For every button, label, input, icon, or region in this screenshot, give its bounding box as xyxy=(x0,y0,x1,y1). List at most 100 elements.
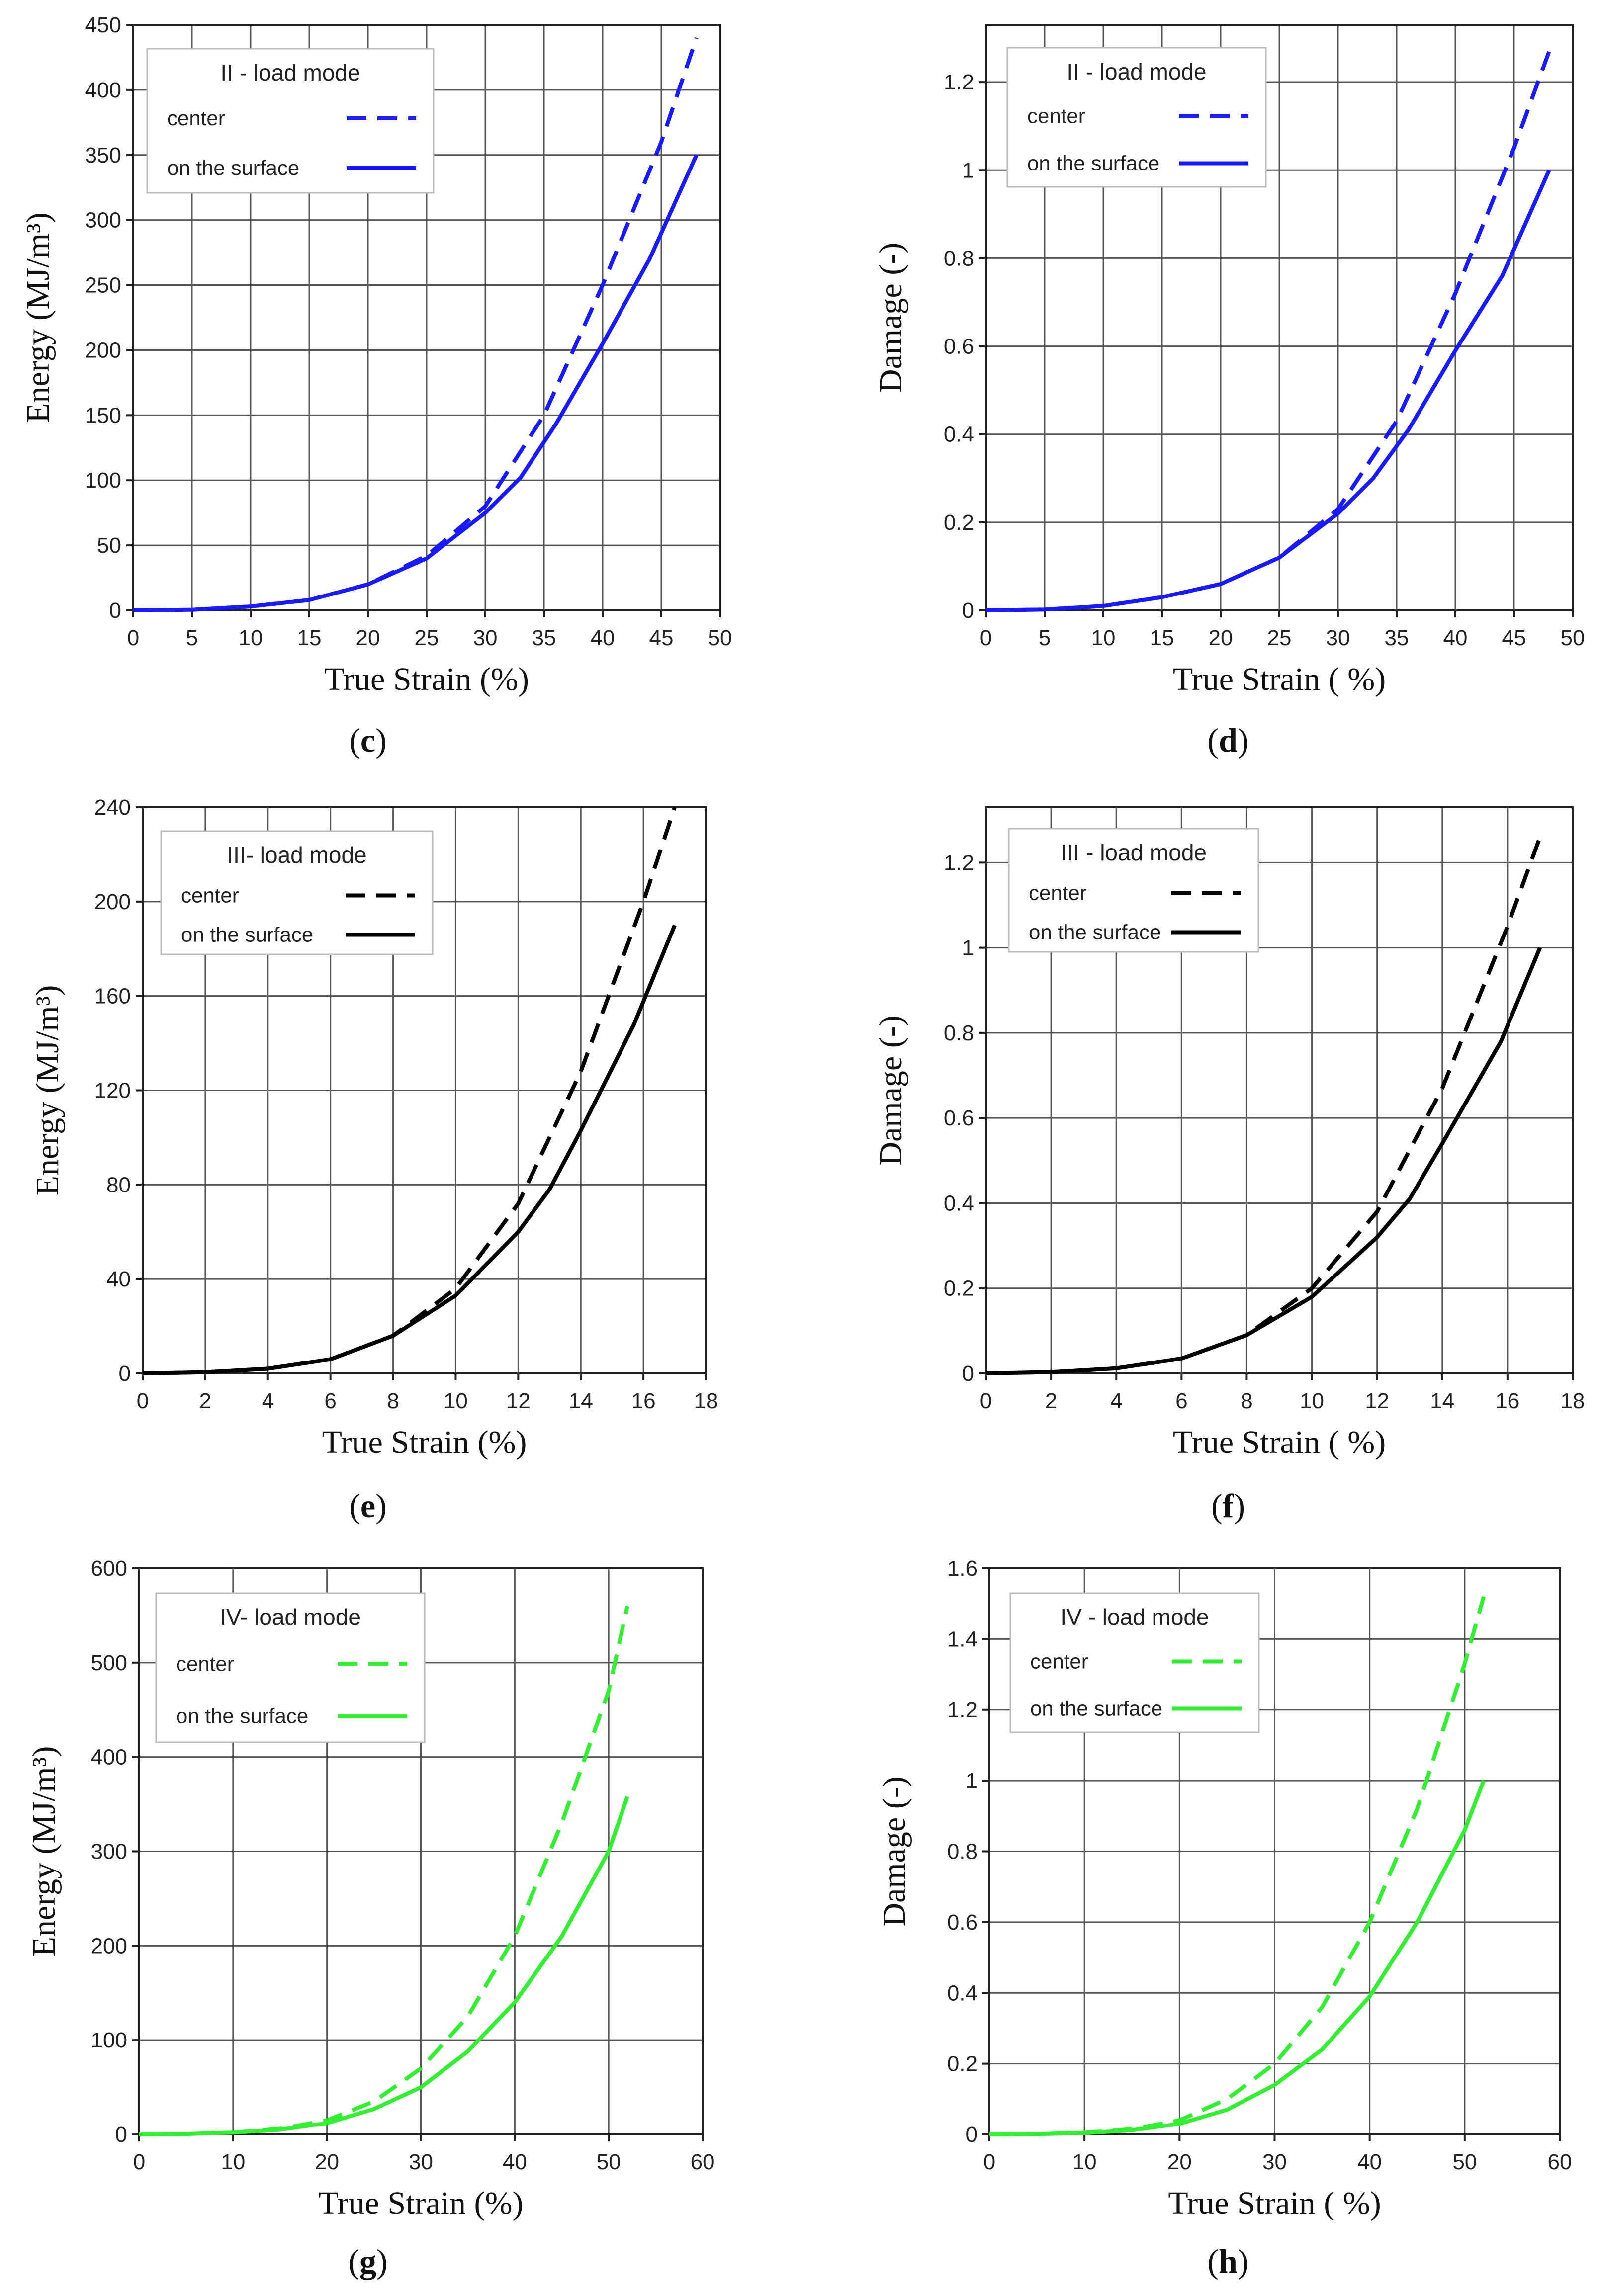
y-tick-label: 0.4 xyxy=(947,1981,977,2005)
y-tick-label: 1 xyxy=(962,936,974,960)
x-axis-label: True Strain ( %) xyxy=(1173,1424,1386,1460)
legend-title: IV - load mode xyxy=(1060,1604,1209,1630)
x-tick-label: 0 xyxy=(980,1389,992,1413)
y-tick-label: 300 xyxy=(91,1840,127,1864)
y-axis-label: Energy (MJ/m³) xyxy=(26,1746,62,1957)
x-tick-label: 18 xyxy=(694,1389,718,1413)
y-tick-label: 300 xyxy=(85,208,121,233)
y-tick-label: 0 xyxy=(115,2123,127,2147)
y-tick-label: 200 xyxy=(85,338,121,362)
x-tick-label: 14 xyxy=(1430,1389,1454,1413)
y-tick-label: 0 xyxy=(962,598,974,623)
x-tick-label: 50 xyxy=(597,2150,621,2174)
y-tick-label: 150 xyxy=(85,403,121,427)
caption-f: (f) xyxy=(1211,1487,1245,1525)
legend-entry: center xyxy=(181,884,239,907)
x-tick-label: 40 xyxy=(503,2150,527,2174)
legend-title: III- load mode xyxy=(227,842,366,868)
y-axis-label: Damage (-) xyxy=(873,243,909,393)
series-line-surface xyxy=(989,1780,1486,2136)
x-tick-label: 10 xyxy=(239,626,263,650)
legend-entry: on the surface xyxy=(181,923,313,946)
x-tick-label: 40 xyxy=(591,626,615,650)
y-tick-label: 0.8 xyxy=(947,1840,977,1864)
x-tick-label: 50 xyxy=(1561,626,1585,650)
y-tick-label: 1.2 xyxy=(947,1698,977,1722)
y-tick-label: 80 xyxy=(106,1173,131,1197)
legend-entry: on the surface xyxy=(167,156,299,179)
legend-title: II - load mode xyxy=(1066,59,1206,85)
y-tick-label: 0.2 xyxy=(944,510,974,535)
x-tick-label: 0 xyxy=(127,626,139,650)
x-tick-label: 20 xyxy=(356,626,380,650)
y-tick-label: 0.6 xyxy=(947,1910,977,1935)
legend-entry: on the surface xyxy=(1030,1697,1162,1720)
x-axis-label: True Strain (%) xyxy=(322,1424,527,1460)
legend-entry: center xyxy=(167,106,225,130)
y-tick-label: 0 xyxy=(966,2123,977,2147)
y-tick-label: 0.2 xyxy=(944,1276,974,1301)
caption-h: (h) xyxy=(1207,2242,1249,2280)
x-tick-label: 30 xyxy=(409,2150,433,2174)
x-axis-label: True Strain ( %) xyxy=(1168,2185,1381,2221)
y-tick-label: 120 xyxy=(94,1079,131,1103)
y-tick-label: 1 xyxy=(962,158,974,182)
legend-entry: on the surface xyxy=(176,1704,308,1728)
x-tick-label: 20 xyxy=(1209,626,1233,650)
x-tick-label: 14 xyxy=(569,1389,593,1413)
series-line-surface xyxy=(142,924,677,1375)
legend-entry: center xyxy=(176,1652,234,1676)
y-tick-label: 0 xyxy=(119,1361,131,1386)
y-tick-label: 0.6 xyxy=(944,335,974,359)
legend-title: II - load mode xyxy=(220,60,360,85)
x-tick-label: 16 xyxy=(1495,1389,1519,1413)
x-tick-label: 10 xyxy=(444,1389,468,1413)
x-tick-label: 25 xyxy=(1267,626,1292,650)
series-line-surface xyxy=(985,169,1551,612)
legend-entry: center xyxy=(1029,881,1087,905)
y-tick-label: 1.2 xyxy=(944,70,974,94)
x-tick-label: 35 xyxy=(1385,626,1409,650)
x-tick-label: 45 xyxy=(1502,626,1526,650)
x-tick-label: 15 xyxy=(297,626,322,650)
x-tick-label: 40 xyxy=(1357,2150,1382,2174)
y-tick-label: 100 xyxy=(91,2028,127,2052)
y-tick-label: 1 xyxy=(966,1769,977,1793)
y-tick-label: 240 xyxy=(94,795,131,820)
x-axis-label: True Strain (%) xyxy=(324,661,529,697)
x-tick-label: 0 xyxy=(137,1389,149,1413)
y-tick-label: 160 xyxy=(94,984,131,1009)
y-tick-label: 350 xyxy=(85,143,121,168)
x-tick-label: 5 xyxy=(1039,626,1051,650)
x-tick-label: 8 xyxy=(387,1389,399,1413)
x-tick-label: 8 xyxy=(1241,1389,1252,1413)
y-tick-label: 0.8 xyxy=(944,246,974,270)
y-tick-label: 450 xyxy=(85,13,121,37)
y-tick-label: 500 xyxy=(91,1651,127,1675)
series-line-surface xyxy=(985,947,1542,1375)
series-line-surface xyxy=(139,1796,629,2136)
x-tick-label: 10 xyxy=(1072,2150,1097,2174)
x-tick-label: 60 xyxy=(1548,2150,1572,2174)
y-axis-label: Damage (-) xyxy=(876,1776,912,1926)
caption-e: (e) xyxy=(349,1487,387,1525)
x-tick-label: 16 xyxy=(631,1389,656,1413)
x-tick-label: 0 xyxy=(980,626,992,650)
x-tick-label: 0 xyxy=(133,2150,145,2174)
y-axis-label: Damage (-) xyxy=(873,1015,909,1165)
x-tick-label: 30 xyxy=(473,626,498,650)
x-tick-label: 5 xyxy=(186,626,198,650)
x-tick-label: 20 xyxy=(315,2150,339,2174)
x-tick-label: 25 xyxy=(415,626,439,650)
y-tick-label: 1.6 xyxy=(947,1556,977,1581)
y-tick-label: 0 xyxy=(962,1361,974,1386)
x-tick-label: 12 xyxy=(1365,1389,1389,1413)
y-tick-label: 400 xyxy=(85,78,121,102)
plot-frame xyxy=(985,806,1574,1374)
y-tick-label: 200 xyxy=(94,890,131,914)
x-tick-label: 20 xyxy=(1167,2150,1192,2174)
y-tick-label: 1.4 xyxy=(947,1627,977,1651)
